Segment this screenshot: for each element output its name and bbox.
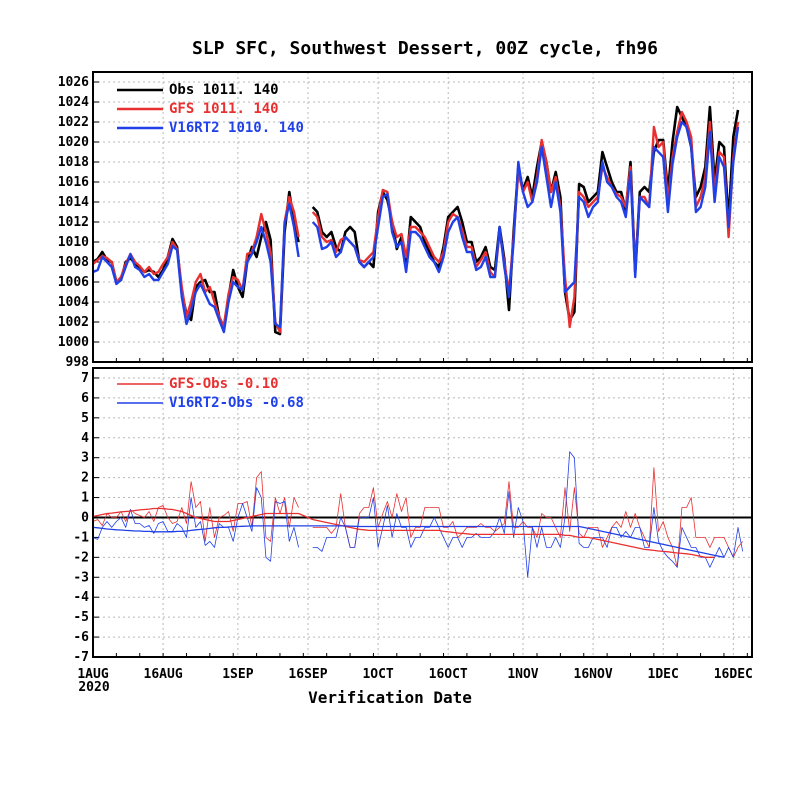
legend-stat: -0.10 <box>236 376 278 392</box>
y-tick-label: 1000 <box>58 335 89 350</box>
y-tick-label: -1 <box>73 530 89 545</box>
y-tick-label: 1012 <box>58 215 89 230</box>
legend-name: GFS-Obs <box>169 376 228 392</box>
legend-stat: -0.68 <box>262 395 304 411</box>
y-tick-label: 1008 <box>58 255 89 270</box>
plot-frame <box>92 71 753 363</box>
x-tick-label: 16NOV <box>574 667 613 682</box>
y-tick-label: -4 <box>73 590 89 605</box>
chart-title: SLP SFC, Southwest Dessert, 00Z cycle, f… <box>192 38 658 59</box>
x-tick-label: 1DEC <box>648 667 679 682</box>
y-tick-label: 1024 <box>58 95 89 110</box>
series-line-1 <box>92 451 744 578</box>
y-tick-label: 1022 <box>58 115 89 130</box>
x-axis-label: Verification Date <box>308 688 472 707</box>
y-tick-label: 1006 <box>58 275 89 290</box>
y-tick-label: 7 <box>81 371 89 386</box>
bottom-panel: -7 -6 -5 -4 -3 -2 -1 0 1 2 3 4 5 6 7 GFS-Obs -0.10 V16RT… <box>73 367 753 682</box>
legend-name: V16RT2-Obs <box>169 395 253 411</box>
series-line-2 <box>92 120 740 334</box>
y-tick-label: 1002 <box>58 315 89 330</box>
x-tick-label: 16SEP <box>288 667 327 682</box>
y-tick-label: 0 <box>81 510 89 525</box>
x-tick-label: 16OCT <box>429 667 468 682</box>
y-tick-label: -5 <box>73 610 89 625</box>
legend-count: 140 <box>279 120 304 136</box>
legend-name: V16RT2 <box>169 120 220 136</box>
y-tick-label: -7 <box>73 650 89 665</box>
y-tick-label: -2 <box>73 550 89 565</box>
x-tick-label: 1OCT <box>362 667 393 682</box>
legend-entry: V16RT2 1010. 140 <box>169 120 304 136</box>
y-tick-label: 1016 <box>58 175 89 190</box>
y-tick-label: 1004 <box>58 295 89 310</box>
y-tick-label: 4 <box>81 431 89 446</box>
year-label: 2020 <box>78 680 109 695</box>
legend-entry: GFS-Obs -0.10 <box>169 376 279 392</box>
series-line-0 <box>92 105 740 336</box>
y-tick-label: 5 <box>81 411 89 426</box>
top-panel: 998 1000 1002 1004 1006 1008 1010 1012 1014 1016 1… <box>58 71 753 370</box>
y-tick-label: 1020 <box>58 135 89 150</box>
y-tick-label: 1026 <box>58 75 89 90</box>
y-tick-label: 1014 <box>58 195 89 210</box>
y-tick-label: 1010 <box>58 235 89 250</box>
legend-name: Obs <box>169 82 194 98</box>
legend-stat: 1010. <box>228 120 270 136</box>
x-tick-label: 16AUG <box>144 667 183 682</box>
series-line-0 <box>92 467 744 568</box>
legend-stat: 1011. <box>203 82 245 98</box>
legend-entry: V16RT2-Obs -0.68 <box>169 395 304 411</box>
legend-stat: 1011. <box>203 101 245 117</box>
x-tick-label: 1AUG <box>77 667 108 682</box>
plot-frame <box>92 367 753 658</box>
y-tick-label: 1018 <box>58 155 89 170</box>
y-tick-label: 2 <box>81 471 89 486</box>
x-tick-label: 1SEP <box>222 667 253 682</box>
legend-count: 140 <box>253 101 278 117</box>
x-tick-label: 1NOV <box>507 667 538 682</box>
x-tick-label: 16DEC <box>714 667 753 682</box>
series-line-2 <box>92 507 715 558</box>
y-tick-label: -3 <box>73 570 89 585</box>
y-tick-label: 6 <box>81 391 89 406</box>
y-tick-label: -6 <box>73 630 89 645</box>
legend-name: GFS <box>169 101 194 117</box>
legend-entry: Obs 1011. 140 <box>169 82 279 98</box>
y-tick-label: 3 <box>81 451 89 466</box>
series-line-3 <box>92 525 725 558</box>
y-tick-label: 1 <box>81 491 89 506</box>
legend-count: 140 <box>253 82 278 98</box>
y-tick-label: 998 <box>66 355 90 370</box>
legend-entry: GFS 1011. 140 <box>169 101 279 117</box>
